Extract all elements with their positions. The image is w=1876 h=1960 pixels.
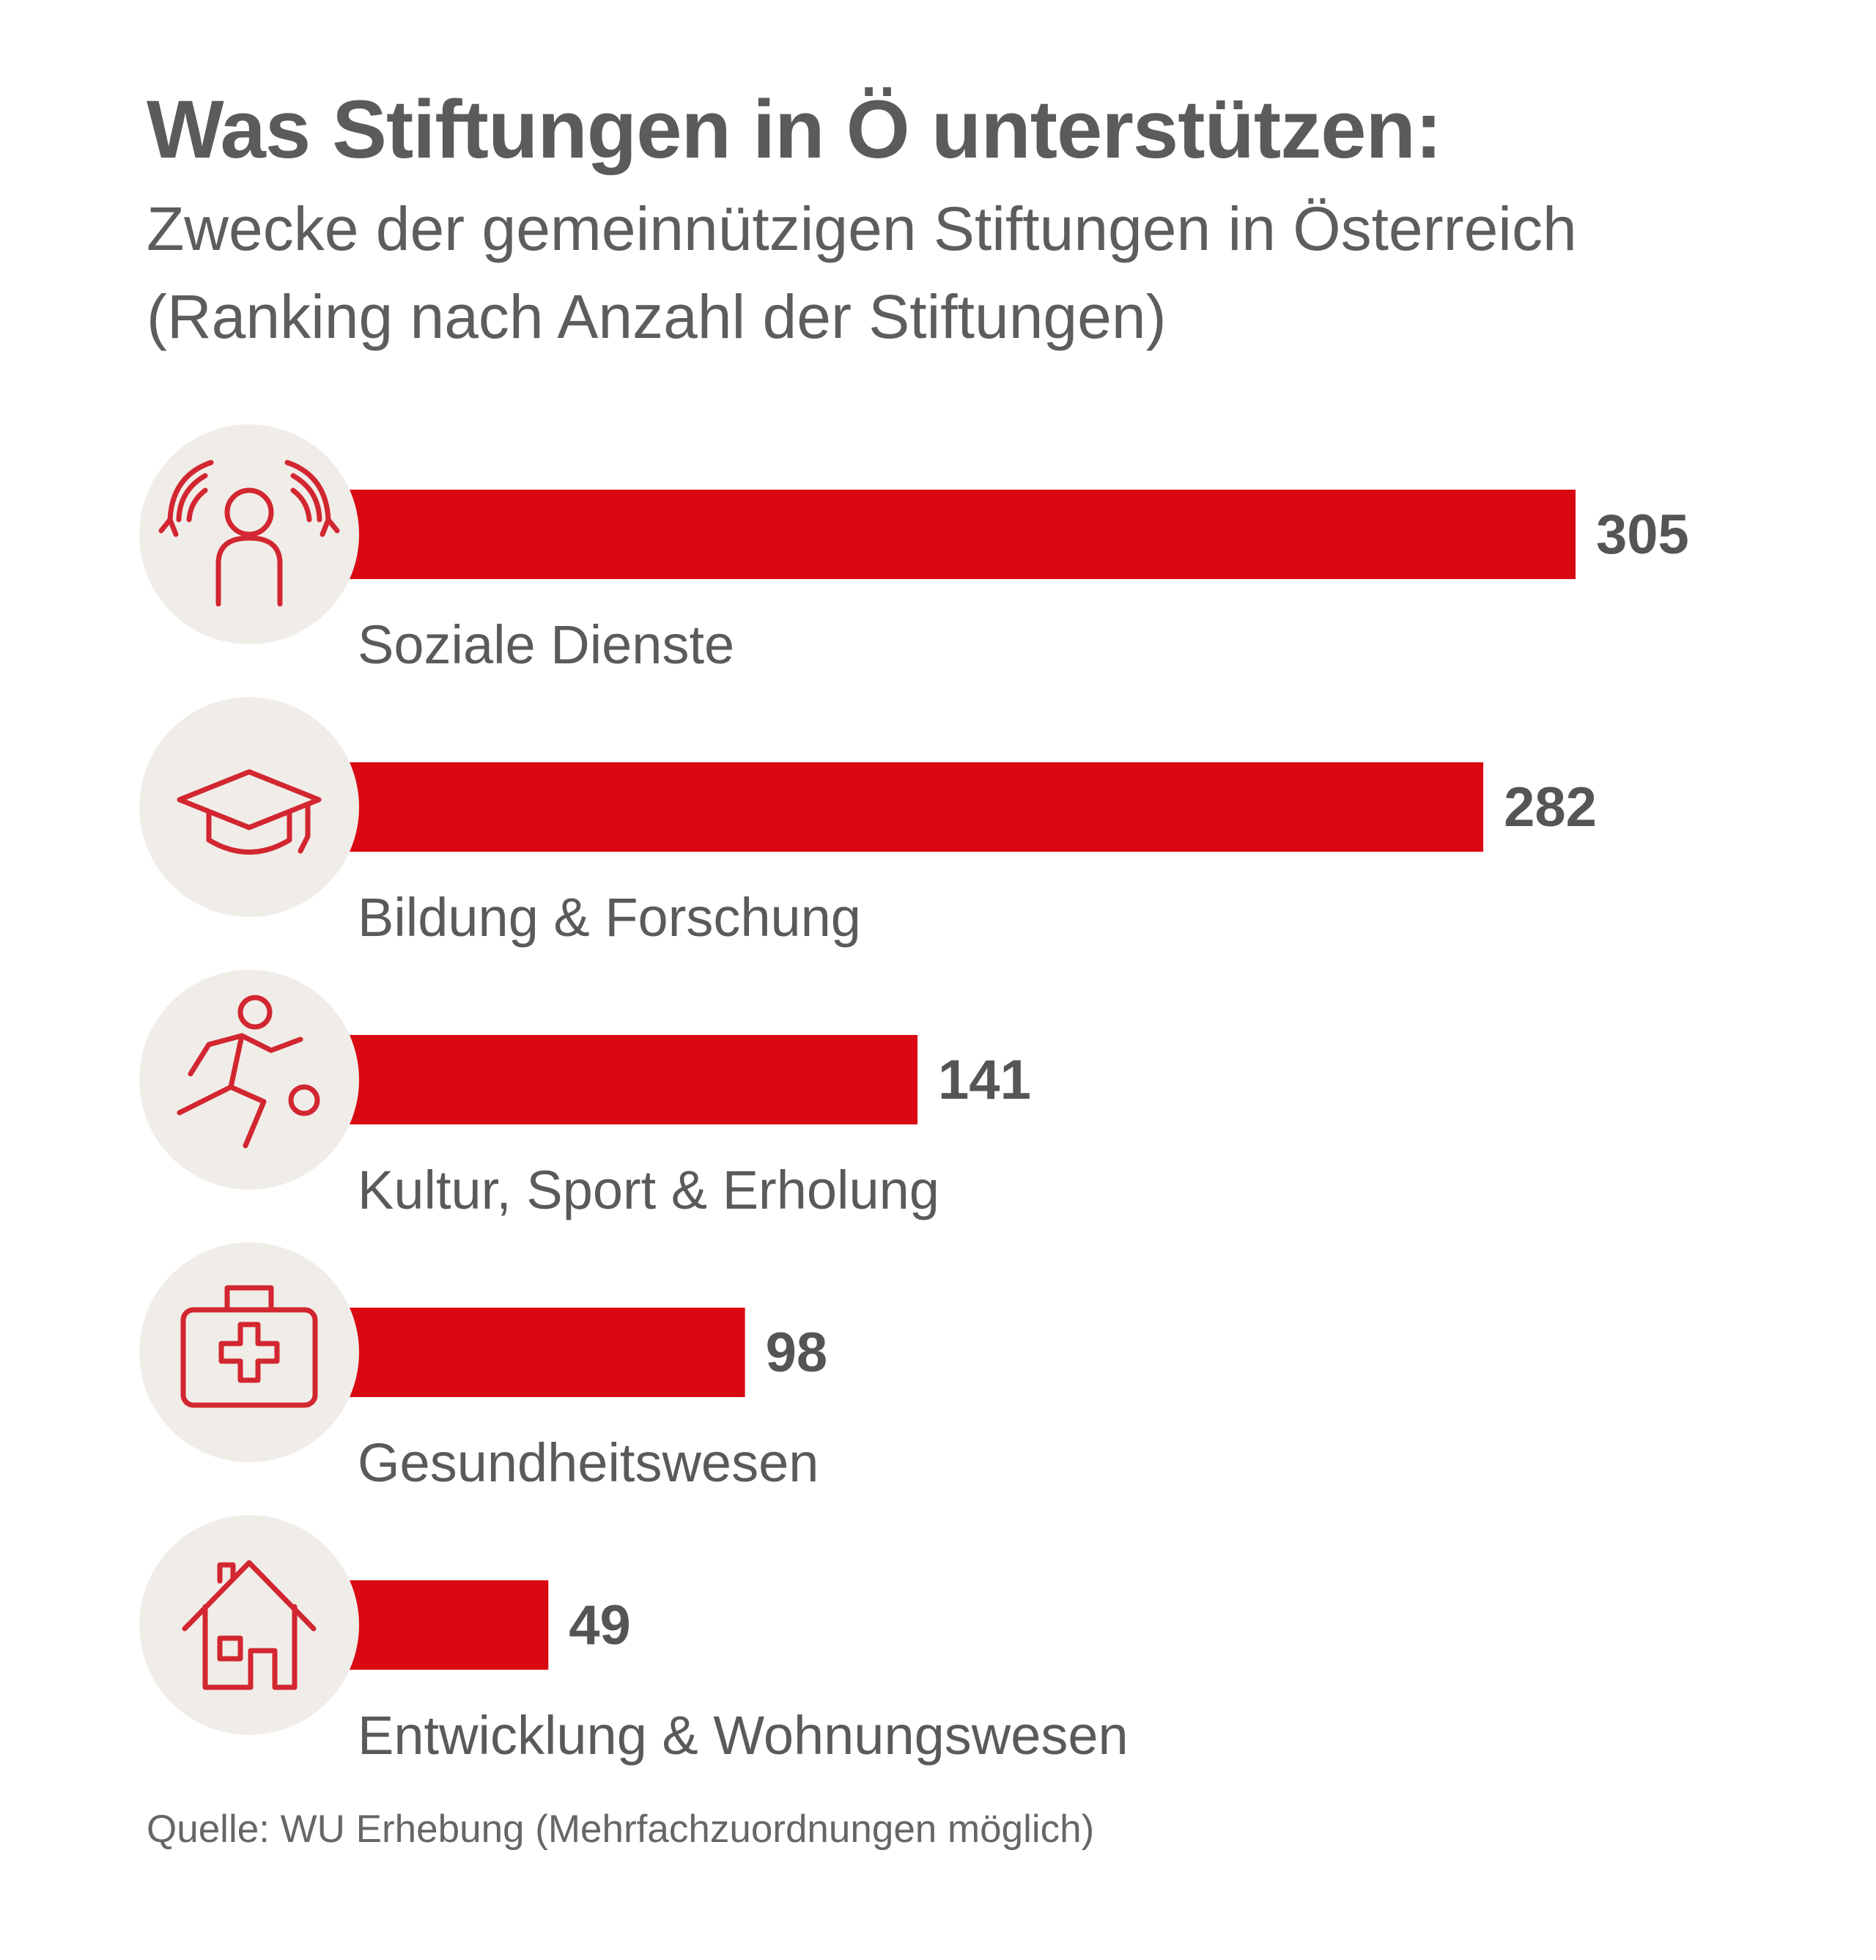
house-icon [182, 1560, 317, 1690]
icon-circle [139, 1242, 359, 1462]
value-label: 282 [1504, 776, 1597, 839]
category-label: Gesundheitswesen [358, 1432, 819, 1493]
value-label: 305 [1596, 504, 1689, 566]
football-player-icon [177, 995, 320, 1149]
icon-circle [139, 697, 359, 917]
chart-subtitle: Zwecke der gemeinnützigen Stiftungen in … [147, 194, 1577, 351]
chart-title: Was Stiftungen in Ö unterstützen: [147, 84, 1442, 175]
caring-hands-person-icon [158, 460, 340, 607]
bar-2 [337, 1035, 918, 1124]
bar-0 [337, 490, 1576, 579]
value-label: 98 [766, 1322, 828, 1384]
value-label: 141 [938, 1049, 1031, 1111]
source-note: Quelle: WU Erhebung (Mehrfachzuordnungen… [147, 1808, 1095, 1851]
category-label: Kultur, Sport & Erholung [358, 1160, 939, 1220]
graduation-cap-icon [177, 769, 322, 855]
bar-1 [337, 762, 1484, 852]
bar-3 [337, 1308, 745, 1397]
icon-circle [139, 970, 359, 1190]
icon-circle [139, 1515, 359, 1735]
first-aid-kit-icon [180, 1285, 318, 1408]
category-label: Soziale Dienste [358, 614, 734, 675]
category-label: Entwicklung & Wohnungswesen [358, 1705, 1129, 1766]
value-label: 49 [569, 1594, 631, 1657]
category-label: Bildung & Forschung [358, 887, 861, 948]
bar-4 [337, 1580, 549, 1670]
